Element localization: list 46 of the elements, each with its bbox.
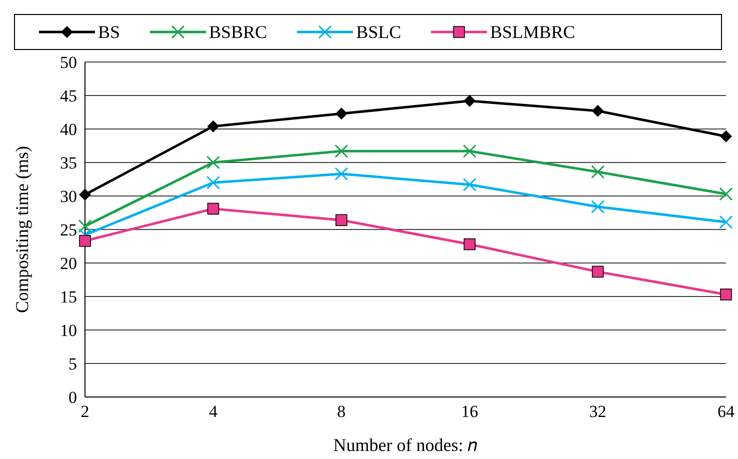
y-tick-label: 15: [60, 288, 77, 307]
point: [720, 288, 732, 300]
x-axis-title: Number of nodes: 𝑛: [333, 435, 478, 455]
x-tick-label: 2: [80, 402, 90, 422]
point: [720, 130, 732, 142]
point: [336, 214, 348, 226]
point: [79, 188, 91, 201]
y-tick-label: 35: [60, 154, 77, 173]
y-tick-label: 25: [60, 220, 77, 240]
point: [592, 104, 604, 117]
point: [719, 215, 733, 229]
y-tick-label: 40: [60, 120, 77, 140]
x-tick-label: 16: [461, 402, 478, 422]
point: [462, 178, 476, 192]
point: [334, 167, 348, 181]
y-tick-label: 45: [60, 86, 77, 106]
x-tick-label: 4: [208, 402, 218, 422]
y-tick-label: 50: [60, 53, 77, 72]
legend-label: BSBRC: [209, 22, 268, 42]
point: [206, 156, 220, 170]
point: [207, 120, 220, 132]
point: [591, 165, 605, 179]
legend-label: BSLC: [356, 22, 402, 42]
x-tick-label: 8: [337, 402, 346, 422]
point: [334, 144, 348, 158]
point: [206, 176, 220, 190]
point: [78, 219, 92, 233]
y-tick-label: 30: [60, 187, 77, 206]
y-tick-label: 10: [60, 321, 77, 340]
x-tick-label: 32: [589, 402, 606, 422]
point: [464, 94, 476, 107]
y-tick-label: 5: [68, 354, 77, 374]
x-tick-label: 64: [718, 402, 735, 422]
y-tick-label: 20: [60, 254, 77, 274]
y-axis-title: Compositing time (ms): [12, 146, 32, 314]
legend-label: BS: [98, 22, 120, 42]
point: [719, 187, 733, 201]
y-tick-label: 0: [68, 388, 77, 408]
point: [335, 108, 348, 120]
point: [207, 202, 220, 215]
legend-label: BSLMBRC: [490, 22, 576, 42]
point: [462, 144, 476, 158]
point: [592, 266, 604, 278]
point: [464, 238, 476, 250]
point: [591, 200, 605, 214]
point: [79, 234, 91, 247]
